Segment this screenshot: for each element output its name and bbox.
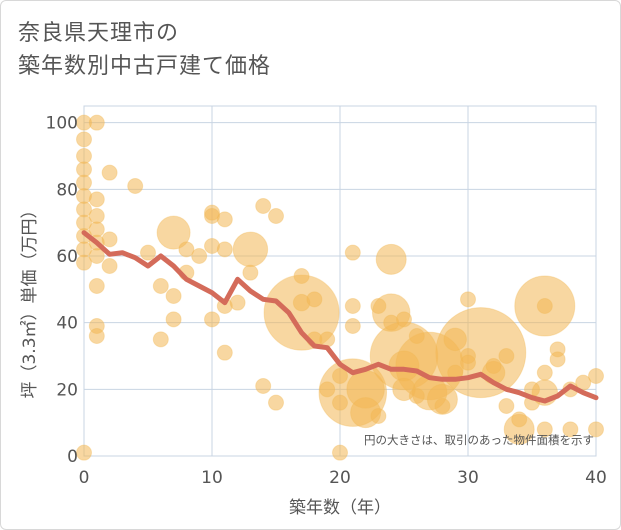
data-point bbox=[319, 381, 336, 398]
data-point bbox=[88, 248, 105, 264]
size-note: 円の大きさは、取引のあった物件面積を示す bbox=[364, 433, 594, 447]
data-point bbox=[165, 288, 182, 304]
y-tick-label: 80 bbox=[56, 180, 78, 200]
data-point bbox=[242, 264, 259, 281]
data-point bbox=[178, 241, 195, 258]
data-point bbox=[88, 114, 105, 131]
data-point bbox=[127, 178, 144, 194]
data-point bbox=[332, 444, 348, 461]
data-point bbox=[498, 398, 515, 414]
data-point bbox=[156, 215, 191, 250]
x-tick-label: 40 bbox=[585, 468, 607, 488]
data-point bbox=[216, 344, 233, 361]
data-point bbox=[344, 298, 361, 314]
data-point bbox=[76, 131, 92, 148]
data-point bbox=[152, 331, 169, 348]
data-point bbox=[101, 258, 118, 274]
y-tick-label: 20 bbox=[56, 380, 78, 400]
y-tick-label: 60 bbox=[56, 247, 78, 267]
data-point bbox=[434, 398, 451, 414]
bubbles bbox=[76, 114, 604, 461]
data-point bbox=[388, 350, 420, 382]
y-tick-label: 40 bbox=[56, 314, 78, 334]
data-point bbox=[396, 311, 412, 328]
x-tick-label: 10 bbox=[201, 468, 223, 488]
data-point bbox=[88, 191, 105, 208]
data-point bbox=[88, 278, 105, 294]
data-point bbox=[549, 351, 566, 368]
chart-title: 奈良県天理市の 築年数別中古戸建て価格 bbox=[18, 17, 271, 83]
x-axis-title: 築年数（年） bbox=[289, 498, 391, 518]
trend-line bbox=[81, 230, 599, 404]
data-point bbox=[536, 364, 553, 381]
data-point bbox=[165, 311, 182, 328]
data-point bbox=[76, 174, 92, 191]
data-point bbox=[101, 231, 118, 248]
data-point bbox=[588, 368, 604, 384]
data-point bbox=[370, 408, 387, 424]
data-point bbox=[332, 368, 348, 384]
data-point bbox=[268, 394, 284, 411]
data-point bbox=[332, 394, 348, 411]
data-point bbox=[216, 211, 233, 228]
data-point bbox=[536, 298, 553, 314]
data-point bbox=[443, 327, 467, 352]
y-tick-label: 0 bbox=[67, 447, 78, 467]
data-point bbox=[293, 268, 310, 284]
data-point bbox=[232, 231, 269, 268]
data-point bbox=[460, 354, 476, 371]
data-point bbox=[204, 311, 220, 328]
data-point bbox=[140, 244, 156, 261]
data-point bbox=[255, 378, 272, 394]
ticks: 0 10 20 30 40 0 20 40 60 80 100 bbox=[46, 114, 607, 488]
data-point bbox=[306, 291, 323, 308]
data-point bbox=[76, 254, 92, 271]
data-point bbox=[588, 421, 604, 438]
data-point bbox=[408, 328, 425, 344]
data-point bbox=[76, 444, 92, 461]
data-point bbox=[101, 164, 118, 181]
data-point bbox=[375, 243, 407, 275]
data-point bbox=[255, 198, 272, 214]
data-point bbox=[344, 244, 361, 261]
y-axis-title: 坪（3.3㎡）単価（万円） bbox=[20, 201, 40, 398]
y-tick-label: 100 bbox=[46, 114, 78, 134]
data-point bbox=[485, 358, 502, 374]
data-point bbox=[76, 161, 92, 178]
data-point bbox=[370, 298, 387, 314]
data-point bbox=[216, 241, 233, 258]
data-point bbox=[76, 148, 92, 164]
data-point bbox=[498, 348, 515, 364]
data-point bbox=[408, 388, 425, 404]
data-point bbox=[511, 411, 528, 428]
data-point bbox=[536, 421, 553, 438]
data-point bbox=[344, 318, 361, 334]
data-point bbox=[562, 421, 579, 438]
x-tick-label: 20 bbox=[329, 468, 351, 488]
data-point bbox=[460, 291, 476, 308]
data-point bbox=[191, 248, 208, 264]
data-point bbox=[268, 208, 284, 224]
data-point bbox=[88, 328, 105, 344]
x-tick-label: 30 bbox=[457, 468, 479, 488]
chart-title-line-2: 築年数別中古戸建て価格 bbox=[18, 54, 272, 79]
chart-title-line-1: 奈良県天理市の bbox=[18, 21, 180, 46]
x-tick-label: 0 bbox=[79, 468, 90, 488]
data-point bbox=[88, 221, 105, 238]
data-point bbox=[152, 278, 169, 294]
data-point bbox=[88, 208, 105, 224]
data-point bbox=[229, 294, 246, 311]
